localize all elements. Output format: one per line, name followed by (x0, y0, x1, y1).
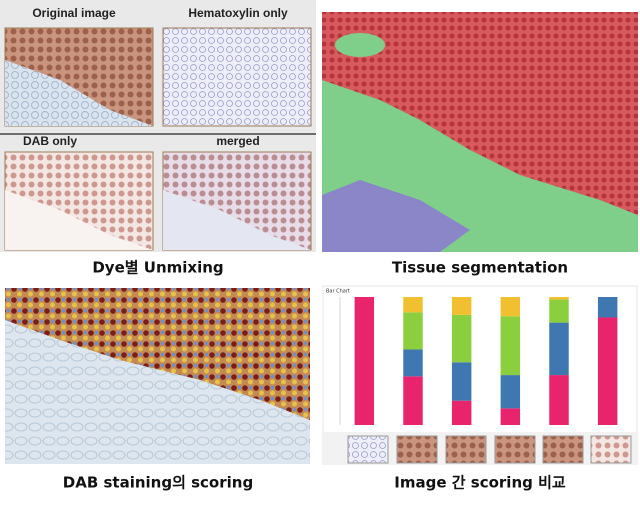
bar-segment (597, 297, 618, 318)
bar-segment (354, 297, 375, 425)
bar-segment (597, 317, 618, 425)
bar-segment (451, 400, 472, 425)
bar-segment (403, 297, 423, 313)
bar-segment (451, 314, 472, 363)
sub-label: merged (216, 134, 259, 148)
sub-label: DAB only (23, 134, 77, 148)
caption: DAB staining의 scoring (63, 474, 253, 492)
bar-segment (403, 312, 423, 350)
bar-segment (549, 322, 569, 376)
bar-segment (403, 349, 423, 377)
sub-label: Original image (32, 6, 116, 20)
bar-segment (403, 376, 423, 425)
chart-bg (324, 287, 636, 432)
bar-segment (500, 408, 521, 425)
caption: Tissue segmentation (392, 259, 568, 277)
thumbnails (347, 435, 632, 464)
bar-segment (451, 362, 472, 401)
chart-title: Bar Chart (326, 289, 350, 295)
bar-segment (549, 375, 569, 425)
sub-label: Hematoxylin only (188, 6, 288, 20)
caption: Image 간 scoring 비교 (394, 474, 566, 492)
bar-segment (451, 297, 472, 315)
bar-segment (500, 375, 521, 409)
bar-segment (500, 316, 521, 376)
image (322, 12, 638, 252)
bar-segment (500, 297, 521, 317)
image (5, 288, 310, 464)
bar-segment (549, 299, 569, 323)
image (4, 27, 312, 251)
caption: Dye별 Unmixing (92, 259, 223, 277)
bar-segment (549, 297, 569, 300)
